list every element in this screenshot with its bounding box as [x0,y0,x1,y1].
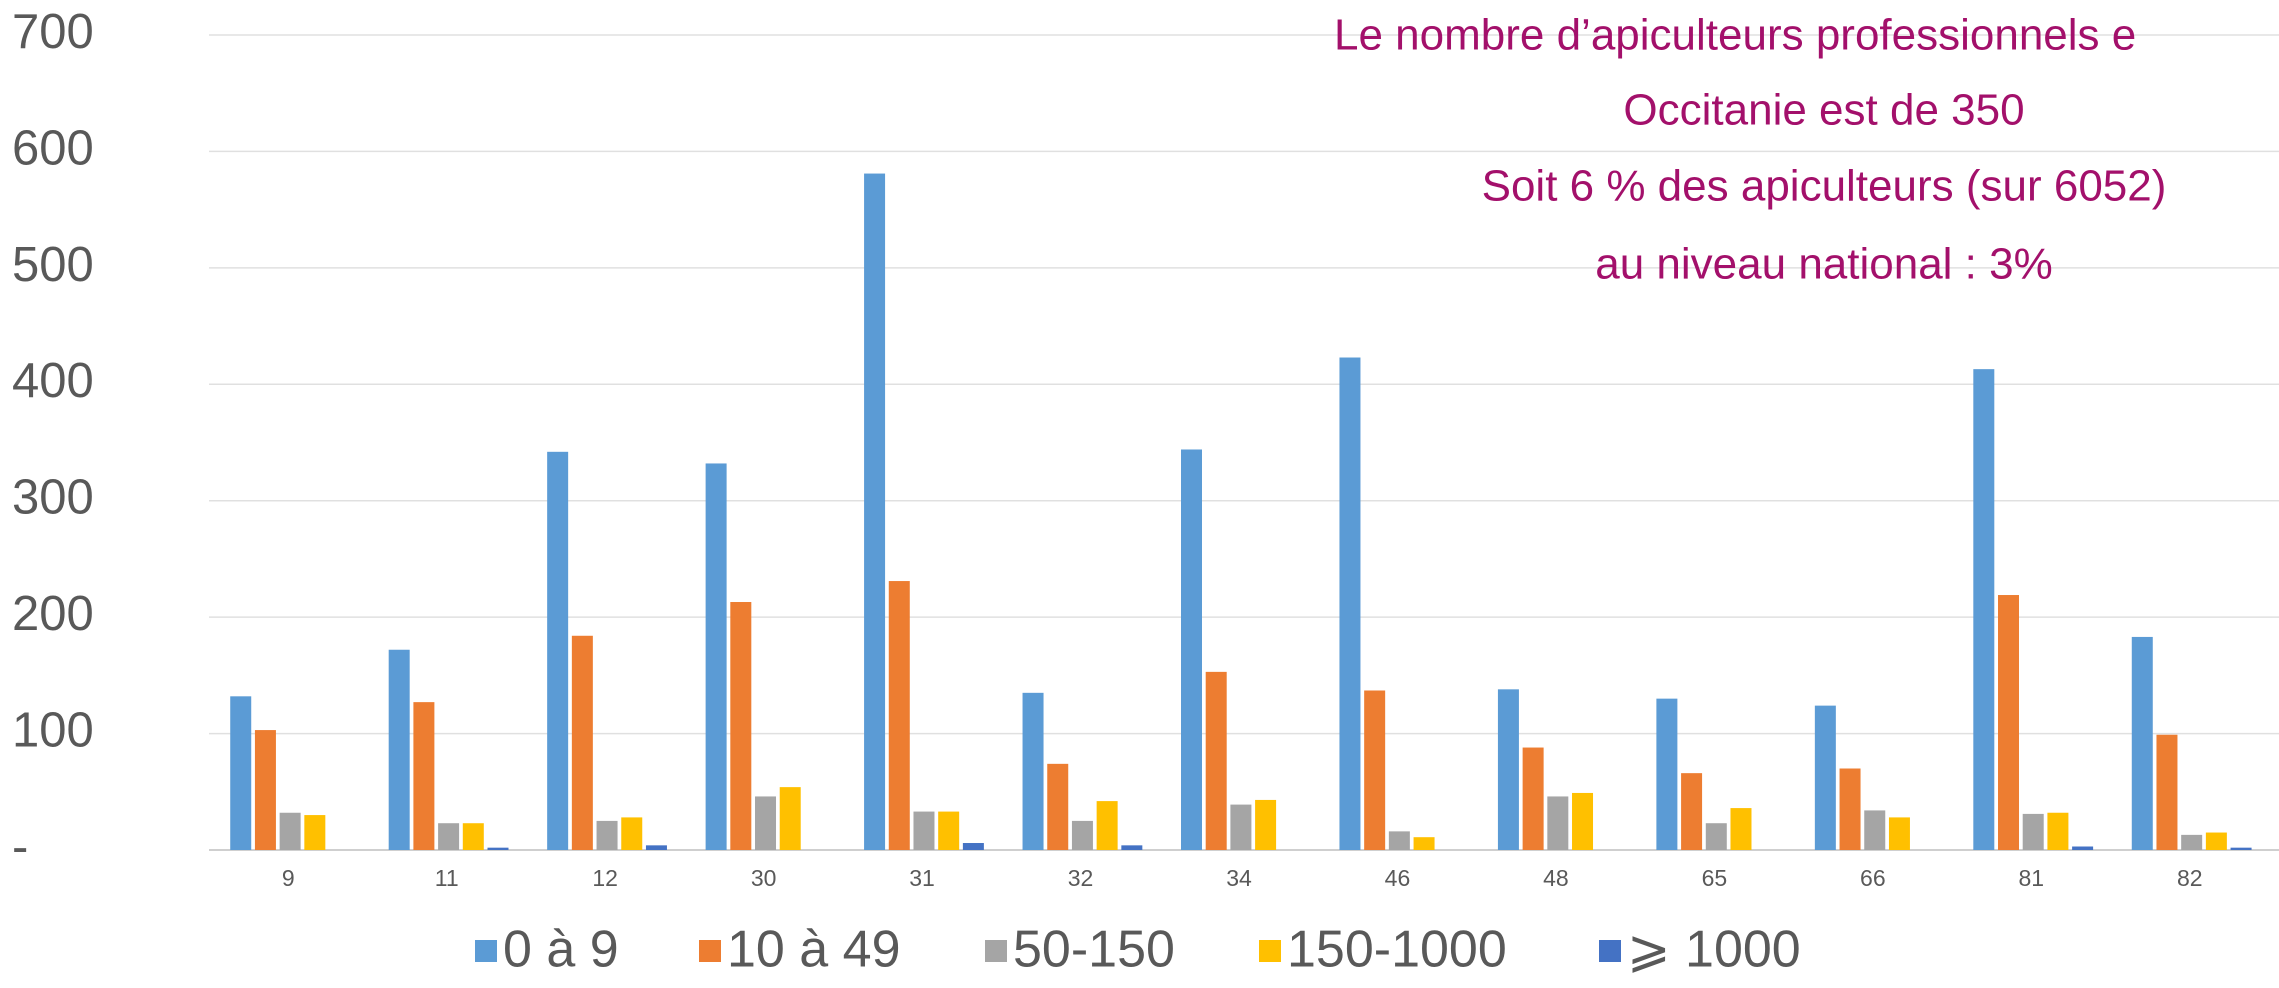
bar [621,817,643,850]
bar [1572,792,1594,850]
bar [1497,689,1519,850]
x-tick-label: 31 [909,865,935,891]
bar [779,787,801,850]
bar [888,581,910,850]
bar [1364,690,1386,850]
x-tick-label: 32 [1068,865,1094,891]
bar [1096,801,1118,850]
x-tick-label: 65 [1702,865,1728,891]
legend-label: 50-150 [1013,921,1175,979]
x-tick-label: 48 [1543,865,1569,891]
bar [1730,808,1752,850]
x-tick-label: 11 [435,865,459,891]
bar [596,820,618,850]
legend-label: 150-1000 [1287,921,1507,979]
bar [462,823,484,850]
annotation: au niveau national : 3% [1595,240,2052,289]
x-tick-label: 12 [592,865,618,891]
bar [755,796,777,850]
bar [2230,847,2252,850]
bar [1047,763,1069,850]
bar [1681,773,1703,850]
bar [1121,845,1143,850]
x-tick-label: 66 [1860,865,1886,891]
bar [279,812,301,850]
bar [2156,734,2178,850]
y-tick-label: 500 [12,238,94,292]
bar [2047,812,2069,850]
bar [438,823,460,850]
bar [571,635,593,850]
bar [388,649,410,850]
bar [1864,810,1886,850]
legend-swatch [475,940,497,962]
y-tick-label: - [12,820,28,874]
bar [1705,823,1727,850]
x-tick-label: 9 [282,865,295,891]
x-tick-label: 34 [1226,865,1252,891]
y-tick-label: 200 [12,587,94,641]
y-tick-label: 700 [12,5,94,59]
legend-swatch [1599,940,1621,962]
bar [705,463,727,850]
bar [938,811,960,850]
annotation: Soit 6 % des apiculteurs (sur 6052) [1482,162,2167,211]
legend-label: 0 à 9 [503,921,619,979]
bar [1656,698,1678,850]
bar [1522,747,1544,850]
bar [1230,804,1252,850]
x-tick-label: 81 [2019,865,2045,891]
bar [2022,813,2044,850]
bar [254,730,276,850]
bar [487,847,509,850]
bar [1339,357,1361,850]
x-tick-label: 46 [1385,865,1411,891]
bar [1998,595,2020,850]
bar [1973,369,1995,850]
legend-swatch [699,940,721,962]
annotation: Occitanie est de 350 [1623,86,2024,135]
bar [1255,799,1277,850]
annotation: Le nombre d’apiculteurs professionnels e [1334,11,2136,60]
bar [1071,820,1093,850]
bar [913,811,935,850]
bar [304,815,326,850]
bar [1547,796,1569,850]
bar [2181,834,2203,850]
bar [1181,449,1202,850]
legend-label: ⩾ 1000 [1627,921,1801,979]
y-tick-label: 300 [12,471,94,525]
bar [1814,705,1836,850]
bar [645,845,667,850]
legend-swatch [1259,940,1281,962]
bar [730,602,752,850]
bar [1888,817,1910,850]
x-tick-label: 30 [751,865,777,891]
y-tick-label: 100 [12,704,94,758]
bar [2072,846,2094,850]
bar [1839,768,1861,850]
bar [1388,831,1410,850]
y-tick-label: 400 [12,354,94,408]
legend-swatch [985,940,1007,962]
bar [2131,636,2153,850]
bar [1205,671,1227,850]
bar [962,843,984,850]
bar [864,173,886,851]
x-tick-label: 82 [2177,865,2203,891]
bar [2205,832,2227,850]
bar [547,451,569,850]
y-tick-label: 600 [12,121,94,175]
bar [1413,837,1435,850]
bar [230,696,252,850]
legend-label: 10 à 49 [727,921,901,979]
bar [1022,692,1044,850]
bar [413,702,435,850]
